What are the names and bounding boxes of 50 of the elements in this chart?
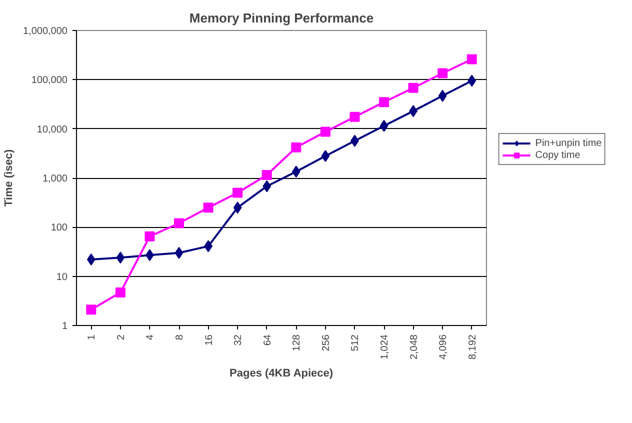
x-tick-label: 1 — [86, 334, 98, 340]
x-tick-label: 512 — [350, 334, 362, 352]
point — [292, 166, 300, 178]
y-tick-label: 10,000 — [36, 124, 68, 136]
point — [232, 188, 243, 198]
point — [320, 126, 330, 137]
y-tick-label: 100,000 — [31, 75, 68, 86]
chart-title: Memory Pinning Performance — [189, 10, 374, 26]
point — [466, 54, 477, 64]
point — [262, 170, 272, 180]
y-tick-label: 10 — [56, 272, 68, 283]
x-tick-label: 2 — [116, 334, 127, 340]
point — [408, 82, 418, 93]
point — [115, 287, 126, 298]
x-tick-label: 4,096 — [438, 334, 450, 360]
y-axis-title: Time (ìsec) — [3, 149, 16, 207]
x-tick-label: 8 — [174, 334, 186, 340]
x-tick-label: 16 — [204, 334, 215, 346]
y-tick-label: 1,000 — [42, 174, 68, 184]
point — [291, 142, 302, 152]
point — [262, 180, 272, 192]
point — [468, 74, 476, 87]
point — [380, 120, 388, 132]
point — [116, 252, 125, 264]
y-tick-label: 1,000,000 — [23, 26, 68, 37]
point — [174, 218, 184, 228]
point — [438, 68, 448, 78]
x-tick-label: 8,192 — [467, 334, 478, 360]
x-tick-label: 256 — [320, 334, 332, 352]
x-tick-label: 128 — [292, 334, 303, 352]
point — [350, 112, 360, 122]
x-tick-label: 64 — [262, 334, 274, 346]
point — [86, 254, 96, 266]
point — [321, 150, 330, 162]
x-tick-label: 4 — [145, 334, 156, 340]
point — [86, 304, 96, 315]
point — [174, 246, 184, 259]
legend-label: Copy time — [535, 150, 580, 160]
point — [144, 231, 155, 242]
x-tick-label: 32 — [233, 334, 244, 346]
point — [379, 97, 389, 108]
x-axis-title: Pages (4KB Apiece) — [230, 368, 334, 380]
legend-label: Pin+unpin time — [535, 138, 602, 148]
y-tick-label: 1 — [62, 321, 68, 332]
x-tick-label: 1,024 — [380, 334, 390, 360]
point — [438, 90, 447, 102]
y-tick-label: 100 — [50, 222, 68, 234]
point — [233, 202, 242, 214]
x-tick-label: 2,048 — [408, 334, 420, 360]
point — [203, 202, 214, 213]
